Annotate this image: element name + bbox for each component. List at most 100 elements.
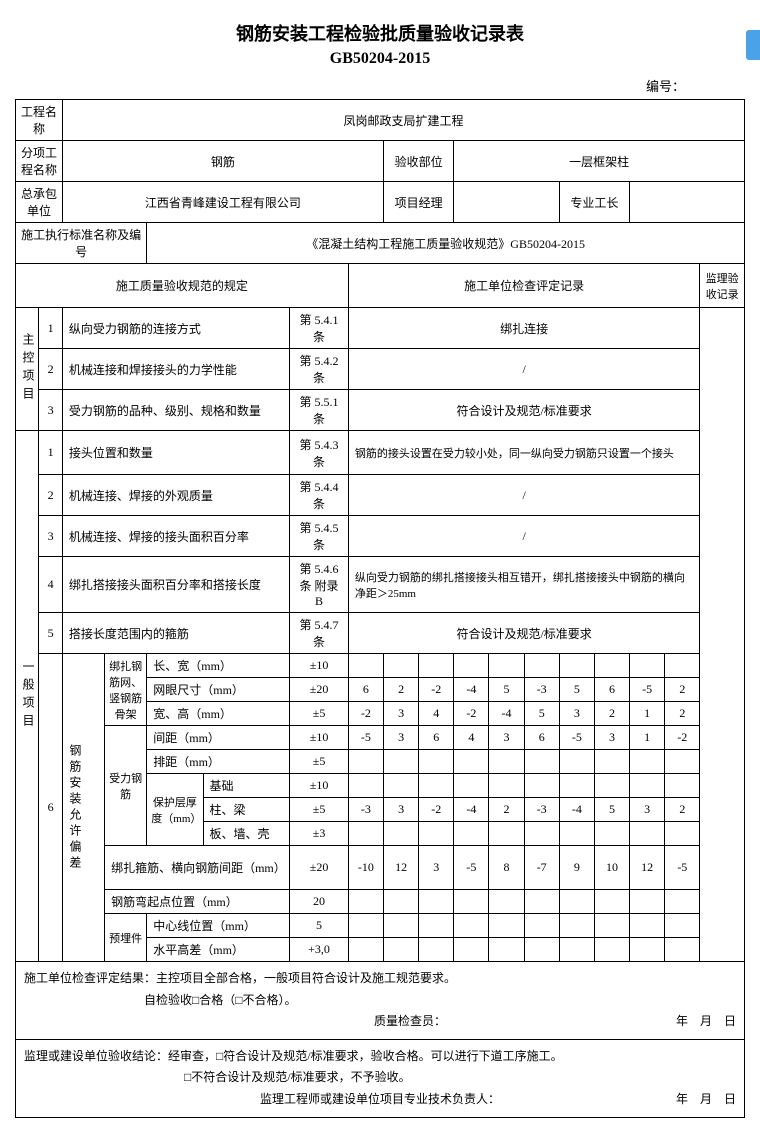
tol: 5 (290, 914, 349, 938)
v (524, 774, 559, 798)
item: 机械连接和焊接接头的力学性能 (62, 349, 289, 390)
v: -4 (489, 702, 524, 726)
clause: 第 5.4.7 条 (290, 613, 349, 654)
v: 3 (559, 702, 594, 726)
v (665, 654, 700, 678)
v (489, 774, 524, 798)
row-num: 2 (39, 475, 62, 516)
page-title: 钢筋安装工程检验批质量验收记录表 (15, 20, 745, 46)
subgroup-label: 保护层厚度（mm） (147, 774, 203, 846)
v (454, 654, 489, 678)
v (383, 890, 418, 914)
subgroup-label: 预埋件 (105, 914, 147, 962)
footer-date: 年 月 日 (676, 1089, 736, 1111)
row-num: 3 (39, 390, 62, 431)
v: 5 (489, 678, 524, 702)
subgroup-label: 钢筋安装允许偏差 (62, 654, 104, 962)
clause: 第 5.4.4 条 (290, 475, 349, 516)
v (383, 774, 418, 798)
v (348, 890, 383, 914)
v: -5 (630, 678, 665, 702)
footer-text: □不符合设计及规范/标准要求，不予验收。 (24, 1070, 411, 1084)
section-header: 施工质量验收规范的规定 (16, 264, 349, 308)
v (383, 938, 418, 962)
item: 钢筋弯起点位置（mm） (105, 890, 290, 914)
tol: ±5 (290, 750, 349, 774)
item: 机械连接、焊接的接头面积百分率 (62, 516, 289, 557)
value (454, 182, 559, 223)
v: 6 (594, 678, 629, 702)
clause: 第 5.4.3 条 (290, 431, 349, 475)
v: 3 (383, 726, 418, 750)
item: 搭接长度范围内的箍筋 (62, 613, 289, 654)
v (665, 750, 700, 774)
v (594, 750, 629, 774)
item: 接头位置和数量 (62, 431, 289, 475)
v: 5 (559, 678, 594, 702)
row-num: 5 (39, 613, 62, 654)
item: 纵向受力钢筋的连接方式 (62, 308, 289, 349)
record: / (348, 516, 700, 557)
v (524, 750, 559, 774)
tol: 20 (290, 890, 349, 914)
footer-text: 施工单位检查评定结果：主控项目全部合格，一般项目符合设计及施工规范要求。 (24, 971, 456, 985)
item: 绑扎箍筋、横向钢筋间距（mm） (105, 846, 290, 890)
v (630, 890, 665, 914)
v: 3 (594, 726, 629, 750)
v (489, 890, 524, 914)
row-num: 1 (39, 308, 62, 349)
clause: 第 5.4.6 条 附录 B (290, 557, 349, 613)
row-num: 1 (39, 431, 62, 475)
tol: ±10 (290, 726, 349, 750)
label: 施工执行标准名称及编号 (16, 223, 147, 264)
v (419, 890, 454, 914)
v: -5 (348, 726, 383, 750)
v: -2 (419, 678, 454, 702)
v: -7 (524, 846, 559, 890)
v: 1 (630, 726, 665, 750)
record: 钢筋的接头设置在受力较小处，同一纵向受力钢筋只设置一个接头 (348, 431, 700, 475)
item: 间距（mm） (147, 726, 290, 750)
v: 3 (630, 798, 665, 822)
label: 总承包单位 (16, 182, 63, 223)
v (348, 938, 383, 962)
v (524, 938, 559, 962)
v: 5 (524, 702, 559, 726)
v: 1 (630, 702, 665, 726)
footer-constructor: 施工单位检查评定结果：主控项目全部合格，一般项目符合设计及施工规范要求。 自检验… (15, 962, 745, 1040)
v: -5 (665, 846, 700, 890)
v (630, 914, 665, 938)
v (524, 890, 559, 914)
v (559, 654, 594, 678)
v (348, 774, 383, 798)
record: / (348, 475, 700, 516)
v: 6 (348, 678, 383, 702)
v (665, 774, 700, 798)
tol: ±20 (290, 678, 349, 702)
tol: ±3 (290, 822, 349, 846)
v: 12 (383, 846, 418, 890)
main-table: 工程名称 凤岗邮政支局扩建工程 分项工程名称 钢筋 验收部位 一层框架柱 总承包… (15, 99, 745, 962)
subgroup-label: 受力钢筋 (105, 726, 147, 846)
v (348, 654, 383, 678)
v: -5 (559, 726, 594, 750)
v (630, 654, 665, 678)
v (665, 914, 700, 938)
v (489, 822, 524, 846)
v (419, 750, 454, 774)
subgroup-label: 绑扎钢筋网、竖钢筋骨架 (105, 654, 147, 726)
v: 6 (419, 726, 454, 750)
v: -2 (665, 726, 700, 750)
page-subtitle: GB50204-2015 (15, 50, 745, 68)
label: 项目经理 (383, 182, 453, 223)
item: 宽、高（mm） (147, 702, 290, 726)
v (383, 750, 418, 774)
footer-supervisor: 监理或建设单位验收结论：经审查，□符合设计及规范/标准要求，验收合格。可以进行下… (15, 1040, 745, 1118)
v: 3 (383, 798, 418, 822)
item: 长、宽（mm） (147, 654, 290, 678)
v (454, 890, 489, 914)
tol: ±10 (290, 774, 349, 798)
v (630, 750, 665, 774)
label: 专业工长 (559, 182, 629, 223)
value (630, 182, 745, 223)
